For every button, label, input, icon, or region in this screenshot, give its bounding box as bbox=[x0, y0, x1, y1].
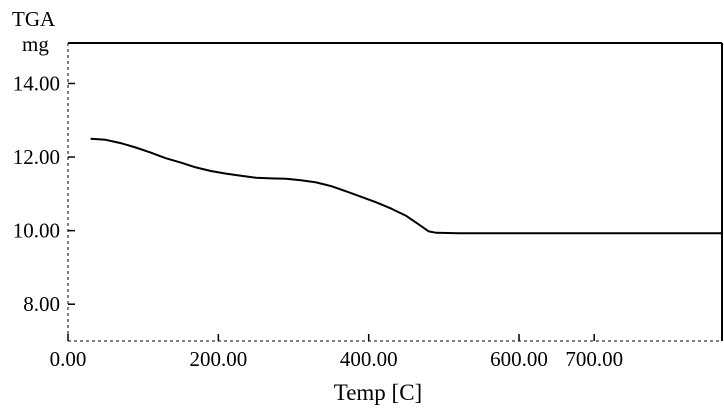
x-tick-label: 200.00 bbox=[189, 347, 247, 371]
y-tick-label: 8.00 bbox=[23, 292, 60, 316]
x-axis-label: Temp [C] bbox=[334, 380, 422, 405]
x-tick-label: 400.00 bbox=[340, 347, 398, 371]
tga-series-line-0 bbox=[90, 137, 722, 235]
y-tick-label: 12.00 bbox=[13, 145, 60, 169]
x-tick-label: 700.00 bbox=[565, 347, 623, 371]
y-axis-unit: mg bbox=[22, 32, 49, 56]
x-tick-label: 600.00 bbox=[490, 347, 548, 371]
y-tick-label: 14.00 bbox=[13, 71, 60, 95]
x-tick-label: 0.00 bbox=[50, 347, 87, 371]
y-tick-label: 10.00 bbox=[13, 219, 60, 243]
axis-ticks: 0.00 200.00 400.00 600.00 700.00 8.00 10.00 12.… bbox=[13, 71, 623, 371]
y-axis-label: TGA bbox=[12, 7, 56, 31]
series-group bbox=[90, 137, 722, 235]
